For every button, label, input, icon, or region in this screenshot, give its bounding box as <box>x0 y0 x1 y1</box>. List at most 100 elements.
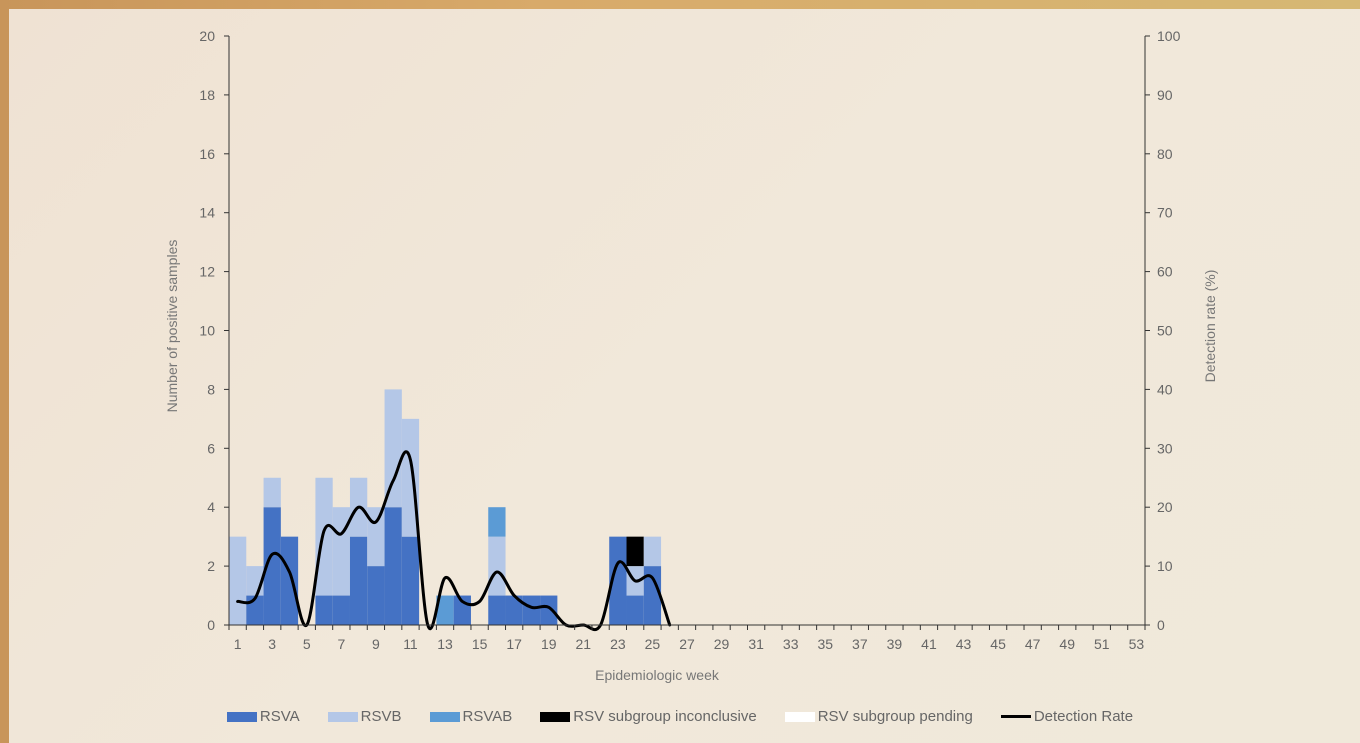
y-right-tick-label: 40 <box>1157 381 1173 397</box>
legend-swatch-rsva <box>226 711 257 722</box>
y-tick-label: 12 <box>199 264 215 280</box>
detection-rate-line <box>236 450 672 632</box>
y-tick-label: 6 <box>207 440 215 456</box>
legend: RSVA RSVB RSVAB RSV subgroup inconclusiv… <box>0 708 1360 725</box>
x-tick-label: 1 <box>234 636 242 652</box>
legend-swatch-rsvab <box>429 711 460 722</box>
x-tick-label: 13 <box>437 636 453 652</box>
x-tick-label: 37 <box>852 636 868 652</box>
x-tick-label: 29 <box>714 636 730 652</box>
x-tick-label: 11 <box>403 636 418 652</box>
bar-rsva-week-9 <box>367 566 385 625</box>
bar-rsvb-week-16 <box>488 536 506 596</box>
bar-rsvb-week-9 <box>367 507 385 567</box>
bar-rsva-week-11 <box>401 536 420 625</box>
bar-rsva-week-16 <box>488 595 506 625</box>
legend-swatch-detection-rate <box>1000 715 1031 718</box>
x-tick-label: 7 <box>337 636 345 652</box>
x-tick-label: 33 <box>783 636 799 652</box>
legend-swatch-pending <box>784 711 815 722</box>
legend-item-pending: RSV subgroup pending <box>784 708 973 725</box>
y-right-tick-label: 60 <box>1157 264 1173 280</box>
legend-item-detection-rate: Detection Rate <box>1000 708 1134 725</box>
bar-rsva-week-24 <box>626 595 644 625</box>
y-tick-label: 20 <box>199 28 215 44</box>
legend-swatch-inconclusive <box>540 711 571 722</box>
y-axis-title: Number of positive samples <box>164 240 180 413</box>
x-tick-label: 25 <box>645 636 661 652</box>
y-tick-label: 14 <box>199 205 215 221</box>
x-tick-label: 19 <box>541 636 557 652</box>
bar-rsva-week-7 <box>332 595 350 625</box>
y-tick-label: 0 <box>207 617 215 633</box>
y-tick-label: 18 <box>199 87 215 103</box>
x-tick-label: 53 <box>1129 636 1145 652</box>
y-right-tick-label: 30 <box>1157 440 1173 456</box>
legend-label-detection-rate: Detection Rate <box>1033 708 1134 725</box>
bar-rsva-week-23 <box>609 536 627 625</box>
legend-item-rsva: RSVA <box>226 708 300 725</box>
bar-rsvb-week-3 <box>263 477 281 508</box>
x-tick-label: 45 <box>990 636 1006 652</box>
x-tick-label: 51 <box>1094 636 1110 652</box>
x-tick-label: 49 <box>1059 636 1075 652</box>
chart: 0 2 4 6 8 10 12 14 16 18 20 0 10 20 30 40 50 60 70 80 90 100 1… <box>164 28 1218 683</box>
y-right-tick-label: 0 <box>1157 617 1165 633</box>
bar-rsva-week-6 <box>315 595 333 625</box>
y-right-tick-label: 20 <box>1157 499 1173 515</box>
x-tick-label: 41 <box>921 636 937 652</box>
bar-rsvab-week-16 <box>488 507 506 537</box>
bar-rsv-subgroup-inconclusive-week-24 <box>626 536 644 567</box>
bar-rsva-week-10 <box>384 507 402 625</box>
bar-rsva-week-8 <box>349 536 368 625</box>
bar-rsvb-week-10 <box>384 389 402 508</box>
x-tick-label: 5 <box>303 636 311 652</box>
bar-rsva-week-19 <box>540 595 558 625</box>
bar-rsva-week-3 <box>263 507 281 625</box>
axes-layer: 0 2 4 6 8 10 12 14 16 18 20 0 10 20 30 40 50 60 70 80 90 100 1… <box>199 28 1180 652</box>
x-tick-label: 39 <box>887 636 903 652</box>
bar-rsva-week-18 <box>522 595 541 625</box>
y-axis-right-title: Detection rate (%) <box>1202 270 1218 383</box>
legend-item-inconclusive: RSV subgroup inconclusive <box>540 708 757 725</box>
y-right-tick-label: 100 <box>1157 28 1181 44</box>
y-tick-label: 4 <box>207 499 215 515</box>
legend-swatch-rsvb <box>327 711 358 722</box>
bar-rsva-week-4 <box>280 536 299 625</box>
legend-item-rsvab: RSVAB <box>429 708 513 725</box>
y-tick-label: 2 <box>207 558 215 574</box>
x-tick-label: 23 <box>610 636 626 652</box>
x-tick-label: 15 <box>472 636 488 652</box>
bar-rsvb-week-6 <box>315 477 333 596</box>
y-right-tick-label: 70 <box>1157 205 1173 221</box>
y-right-tick-label: 90 <box>1157 87 1173 103</box>
x-tick-label: 21 <box>576 636 592 652</box>
x-tick-label: 43 <box>956 636 972 652</box>
x-tick-label: 9 <box>372 636 380 652</box>
x-tick-label: 47 <box>1025 636 1041 652</box>
x-tick-label: 31 <box>748 636 764 652</box>
bar-rsvb-week-7 <box>332 507 350 596</box>
x-tick-label: 27 <box>679 636 695 652</box>
y-tick-label: 16 <box>199 146 215 162</box>
legend-label-pending: RSV subgroup pending <box>817 708 973 725</box>
y-tick-label: 8 <box>207 381 215 397</box>
y-right-tick-label: 50 <box>1157 323 1173 339</box>
legend-item-rsvb: RSVB <box>327 708 402 725</box>
x-tick-label: 17 <box>506 636 522 652</box>
bar-rsva-week-25 <box>643 566 662 625</box>
x-tick-label: 3 <box>268 636 276 652</box>
legend-label-rsvab: RSVAB <box>462 708 513 725</box>
legend-label-rsva: RSVA <box>259 708 300 725</box>
x-tick-label: 35 <box>817 636 833 652</box>
y-tick-label: 10 <box>199 323 215 339</box>
bar-rsvb-week-25 <box>643 536 662 567</box>
bar-rsva-week-17 <box>505 595 523 625</box>
legend-label-rsvb: RSVB <box>360 708 402 725</box>
legend-label-inconclusive: RSV subgroup inconclusive <box>573 708 757 725</box>
bar-rsvab-week-13 <box>436 595 454 625</box>
x-axis-title: Epidemiologic week <box>595 667 720 683</box>
bar-rsvb-week-1 <box>229 536 247 625</box>
y-right-tick-label: 80 <box>1157 146 1173 162</box>
y-right-tick-label: 10 <box>1157 558 1173 574</box>
